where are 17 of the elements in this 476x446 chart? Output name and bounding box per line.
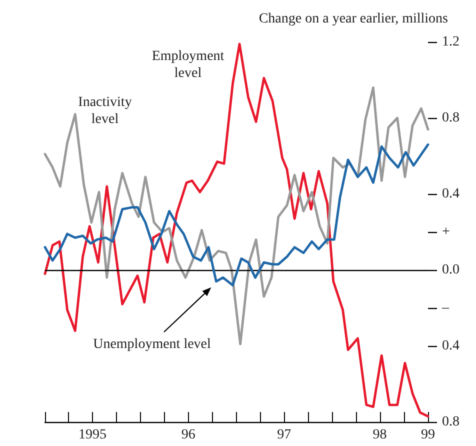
text: Unemployment level <box>93 337 212 352</box>
x-tick-label: 1995 <box>78 428 106 442</box>
y-tick-label: 1.2 <box>442 34 460 50</box>
series-label: Inactivity level <box>78 95 132 127</box>
y-tick-label: 0.4 <box>442 338 460 354</box>
y-tick-label: 0.8 <box>442 414 460 430</box>
y-tick-label: 0.8 <box>442 110 460 126</box>
series-label: Employment level <box>152 49 224 81</box>
y-axis-title: Change on a year earlier, millions <box>258 12 448 26</box>
y-tick-label: + <box>442 224 450 240</box>
x-tick-label: 99 <box>421 428 435 442</box>
y-tick-label: 0.4 <box>442 186 460 202</box>
y-tick-label: – <box>441 300 450 316</box>
y-tick-label: 0.0 <box>442 262 460 278</box>
x-tick-label: 98 <box>372 428 387 442</box>
x-tick-label: 96 <box>181 428 196 442</box>
x-tick-label: 97 <box>277 428 292 442</box>
